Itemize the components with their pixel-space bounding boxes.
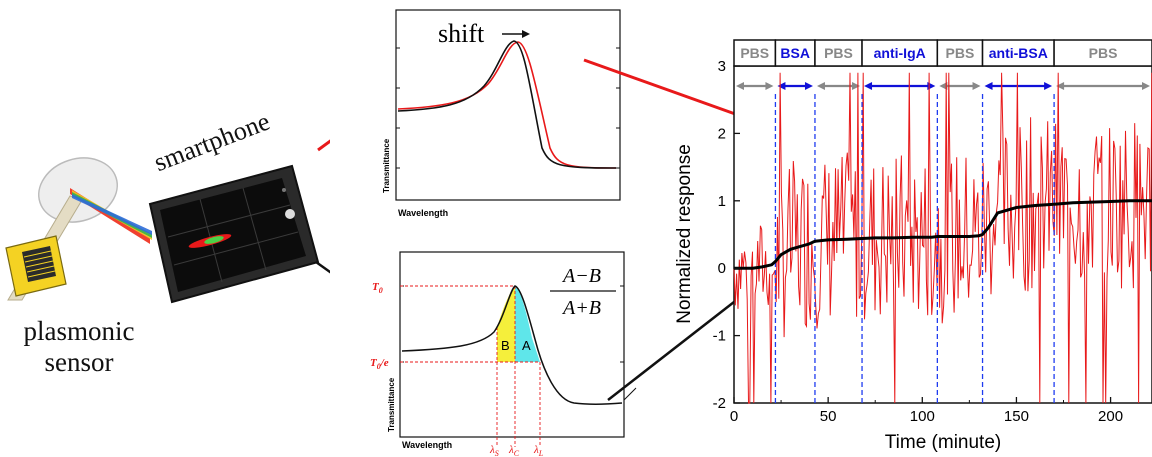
phase-label: BSA — [780, 45, 810, 61]
phase-arrow-head-left — [864, 82, 873, 90]
phase-label: PBS — [740, 45, 769, 61]
setup-illustration — [5, 139, 330, 304]
x-tick-label: 0 — [730, 408, 738, 425]
phase-box — [936, 39, 984, 67]
smartphone-device — [148, 164, 320, 304]
shift-chart-ticks — [396, 47, 620, 169]
integration-guides — [400, 285, 541, 447]
phase-box — [774, 39, 816, 67]
region-b-label: B — [501, 338, 510, 353]
formula-denominator: A+B — [561, 297, 601, 319]
phase-label: anti-IgA — [874, 45, 926, 61]
shift-chart-ylabel: Transmittance — [382, 138, 391, 193]
main-chart-xlabel: Time (minute) — [885, 432, 1001, 453]
series-noisy-line — [733, 72, 1152, 404]
series-layer — [734, 199, 1152, 270]
main-chart: PBS BSA PBS anti-IgA PBS anti-BSA PBS 0 50 100 15… — [674, 39, 1152, 453]
x-tick-label: 200 — [1098, 408, 1123, 425]
x-tick-label: 50 — [820, 408, 837, 425]
phase-box — [814, 39, 863, 67]
y-tick-label: -2 — [713, 395, 726, 412]
phase-box — [981, 39, 1055, 67]
phase-label: PBS — [1089, 45, 1118, 61]
phase-arrow-head-left — [736, 82, 744, 90]
phase-label: PBS — [946, 45, 975, 61]
region-a-fill — [515, 286, 540, 362]
phase-arrow-head-right — [804, 82, 813, 90]
phase-arrow-head-right — [765, 82, 774, 90]
phase-box — [1053, 39, 1152, 67]
integration-chart: B A T0 T0/e λS λC λL A−B A+B Wavelength … — [370, 251, 637, 457]
phase-arrow-head-left — [939, 82, 948, 90]
x-tick-label: 100 — [910, 408, 935, 425]
shift-arrow — [502, 30, 530, 38]
peak-label: T0 — [372, 281, 383, 295]
phase-arrow-head-left — [777, 82, 786, 90]
plasmonic-sensor-label: plasmonic sensor — [23, 316, 135, 377]
shift-chart: shift Wavelength Transmittance — [382, 9, 621, 218]
main-chart-ylabel: Normalized response — [674, 144, 695, 324]
series-smoothed-line — [734, 199, 1152, 270]
phase-arrow-head-left — [1056, 82, 1065, 90]
integration-curve — [401, 285, 623, 405]
y-tick-label: 2 — [718, 125, 726, 142]
threshold-label: T0/e — [370, 357, 389, 371]
shift-curve-before — [397, 40, 617, 169]
phase-arrow-head-left — [984, 82, 993, 90]
region-b-fill — [497, 286, 515, 362]
spectrum-beam — [70, 188, 152, 244]
arrow-to-bottom-chart — [315, 260, 330, 274]
axes: 0 50 100 150 200 -2 -1 0 1 2 3 — [713, 58, 1123, 425]
formula: A−B A+B — [550, 265, 616, 319]
noise-trace — [733, 72, 1152, 404]
phase-bar: PBS BSA PBS anti-IgA PBS anti-BSA PBS — [733, 39, 1152, 90]
x-tick-label: 150 — [1004, 408, 1029, 425]
integration-chart-ylabel: Transmittance — [387, 377, 396, 432]
phase-arrow-head-right — [972, 82, 981, 90]
phase-arrow-head-right — [1142, 82, 1150, 90]
phase-boundaries — [774, 94, 1055, 403]
formula-numerator: A−B — [561, 265, 601, 287]
y-tick-label: 0 — [718, 260, 726, 277]
region-a-label: A — [522, 338, 531, 353]
arrow-to-top-chart — [317, 139, 330, 152]
integration-chart-xlabel: Wavelength — [402, 440, 452, 450]
phase-label: anti-BSA — [989, 45, 1048, 61]
main-chart-plot-area — [733, 65, 1152, 404]
phase-label: PBS — [824, 45, 853, 61]
sensor-chip — [5, 235, 67, 297]
phase-arrow-head-right — [852, 82, 861, 90]
shift-chart-frame — [395, 9, 621, 201]
lambda-c-label: λC — [508, 444, 520, 457]
phase-arrow-head-left — [816, 82, 825, 90]
y-tick-label: 1 — [718, 193, 726, 210]
y-tick-label: 3 — [718, 58, 726, 75]
lambda-l-label: λL — [533, 444, 544, 457]
y-tick-label: -1 — [713, 328, 726, 345]
lambda-s-label: λS — [489, 444, 499, 457]
phase-arrow-head-right — [1044, 82, 1053, 90]
shift-annotation: shift — [438, 19, 485, 48]
shift-chart-xlabel: Wavelength — [398, 208, 448, 218]
